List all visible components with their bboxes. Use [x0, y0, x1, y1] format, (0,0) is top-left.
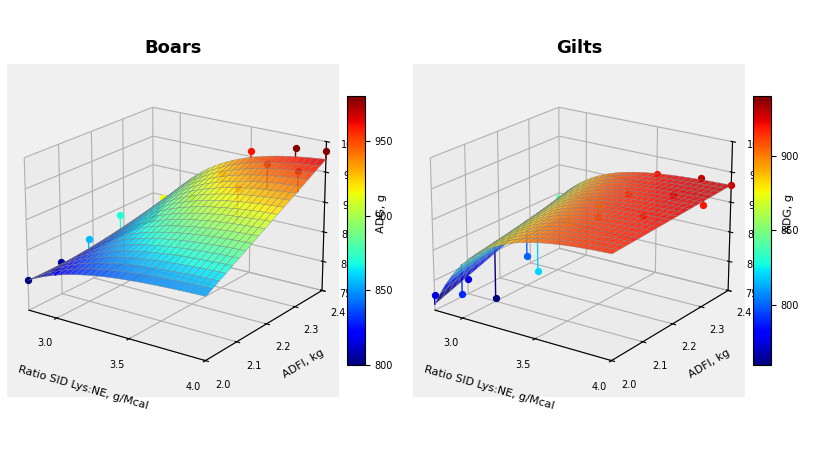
Y-axis label: ADFI, kg: ADFI, kg: [686, 348, 731, 380]
Title: Gilts: Gilts: [555, 39, 601, 57]
Y-axis label: ADFI, kg: ADFI, kg: [280, 348, 325, 380]
X-axis label: Ratio SID Lys:NE, g/Mcal: Ratio SID Lys:NE, g/Mcal: [17, 364, 149, 411]
X-axis label: Ratio SID Lys:NE, g/Mcal: Ratio SID Lys:NE, g/Mcal: [423, 364, 555, 411]
Title: Boars: Boars: [144, 39, 201, 57]
